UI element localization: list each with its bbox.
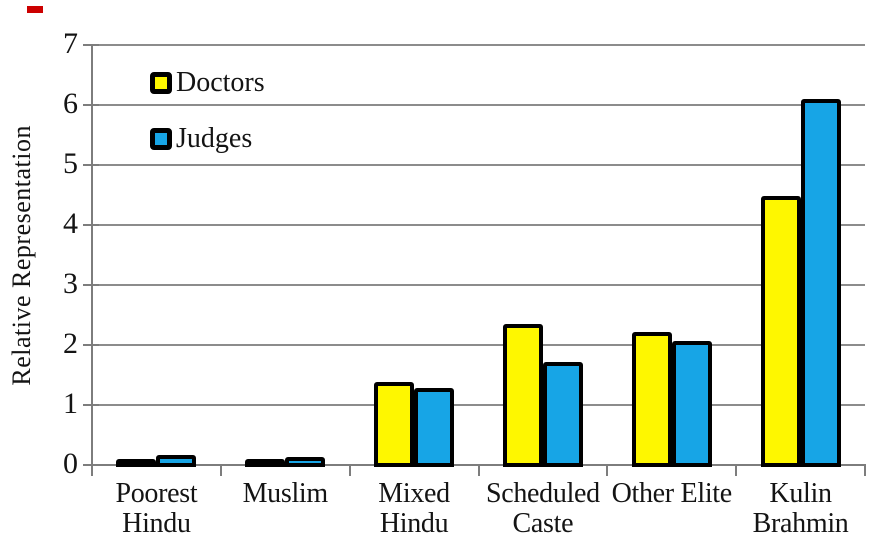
judges-swatch-icon: [150, 128, 172, 150]
bar-doctors-0: [116, 459, 157, 467]
y-tick-label: 5: [63, 147, 78, 180]
bar-doctors-5: [760, 196, 801, 467]
y-tick-mark: [83, 344, 99, 346]
x-category-label-line: Muslim: [242, 478, 329, 509]
x-category-label: Kulin Brahmin: [736, 479, 865, 539]
doctors-swatch-icon: [150, 72, 172, 94]
x-category-label-line: Kulin: [769, 478, 832, 509]
y-tick-label: 4: [63, 207, 78, 240]
y-tick-mark: [83, 404, 99, 406]
bar-judges-2: [414, 388, 455, 467]
legend: Doctors Judges: [150, 66, 265, 156]
legend-item-doctors: Doctors: [150, 66, 265, 100]
y-tick-mark: [83, 44, 99, 46]
bar-judges-1: [285, 457, 326, 467]
bar-judges-5: [800, 99, 841, 467]
legend-item-judges: Judges: [150, 122, 265, 156]
y-tick-label: 7: [63, 27, 78, 60]
y-tick-label: 2: [63, 327, 78, 360]
x-category-label-line: Mixed: [378, 478, 450, 509]
x-category-label: Other Elite: [607, 479, 736, 509]
gridline: [92, 44, 865, 46]
legend-label-judges: Judges: [176, 123, 253, 154]
gridline: [92, 164, 865, 166]
x-tick-mark: [477, 465, 480, 476]
bar-doctors-3: [502, 324, 543, 467]
y-tick-label: 6: [63, 87, 78, 120]
y-tick-mark: [83, 164, 99, 166]
gridline: [92, 404, 865, 406]
bar-doctors-1: [245, 459, 286, 467]
gridline: [92, 104, 865, 106]
y-tick-label: 0: [63, 447, 78, 480]
y-tick-mark: [83, 104, 99, 106]
x-tick-mark: [864, 465, 866, 476]
x-tick-mark: [606, 465, 609, 476]
x-category-label-line: Poorest: [115, 478, 198, 509]
y-axis-line: [91, 45, 93, 476]
x-tick-mark: [348, 465, 351, 476]
x-category-label: Poorest Hindu: [92, 479, 221, 539]
x-category-label-line: Hindu: [379, 508, 449, 539]
gridline: [92, 224, 865, 226]
x-tick-mark: [219, 465, 222, 476]
bar-doctors-4: [631, 332, 672, 467]
x-axis-line: [83, 464, 866, 466]
x-category-label-line: Other Elite: [611, 478, 733, 509]
red-artifact-mark: [27, 6, 43, 13]
bar-judges-3: [542, 362, 583, 467]
gridline: [92, 344, 865, 346]
x-tick-mark: [91, 465, 93, 476]
x-category-label: Mixed Hindu: [350, 479, 479, 539]
x-category-label-line: Brahmin: [752, 508, 849, 539]
x-category-label: Scheduled Caste: [479, 479, 608, 539]
legend-label-doctors: Doctors: [176, 67, 265, 98]
x-tick-mark: [735, 465, 738, 476]
x-category-label-line: Scheduled: [485, 478, 600, 509]
x-category-label: Muslim: [221, 479, 350, 509]
bar-judges-4: [671, 341, 712, 467]
x-category-label-line: Hindu: [122, 508, 191, 539]
bar-doctors-2: [374, 382, 415, 467]
y-tick-mark: [83, 224, 99, 226]
gridline: [92, 284, 865, 286]
x-category-label-line: Caste: [512, 508, 574, 539]
bar-judges-0: [156, 455, 197, 467]
y-tick-label: 1: [63, 387, 78, 420]
y-tick-mark: [83, 284, 99, 286]
plot-area: [83, 44, 866, 476]
y-tick-label: 3: [63, 267, 78, 300]
